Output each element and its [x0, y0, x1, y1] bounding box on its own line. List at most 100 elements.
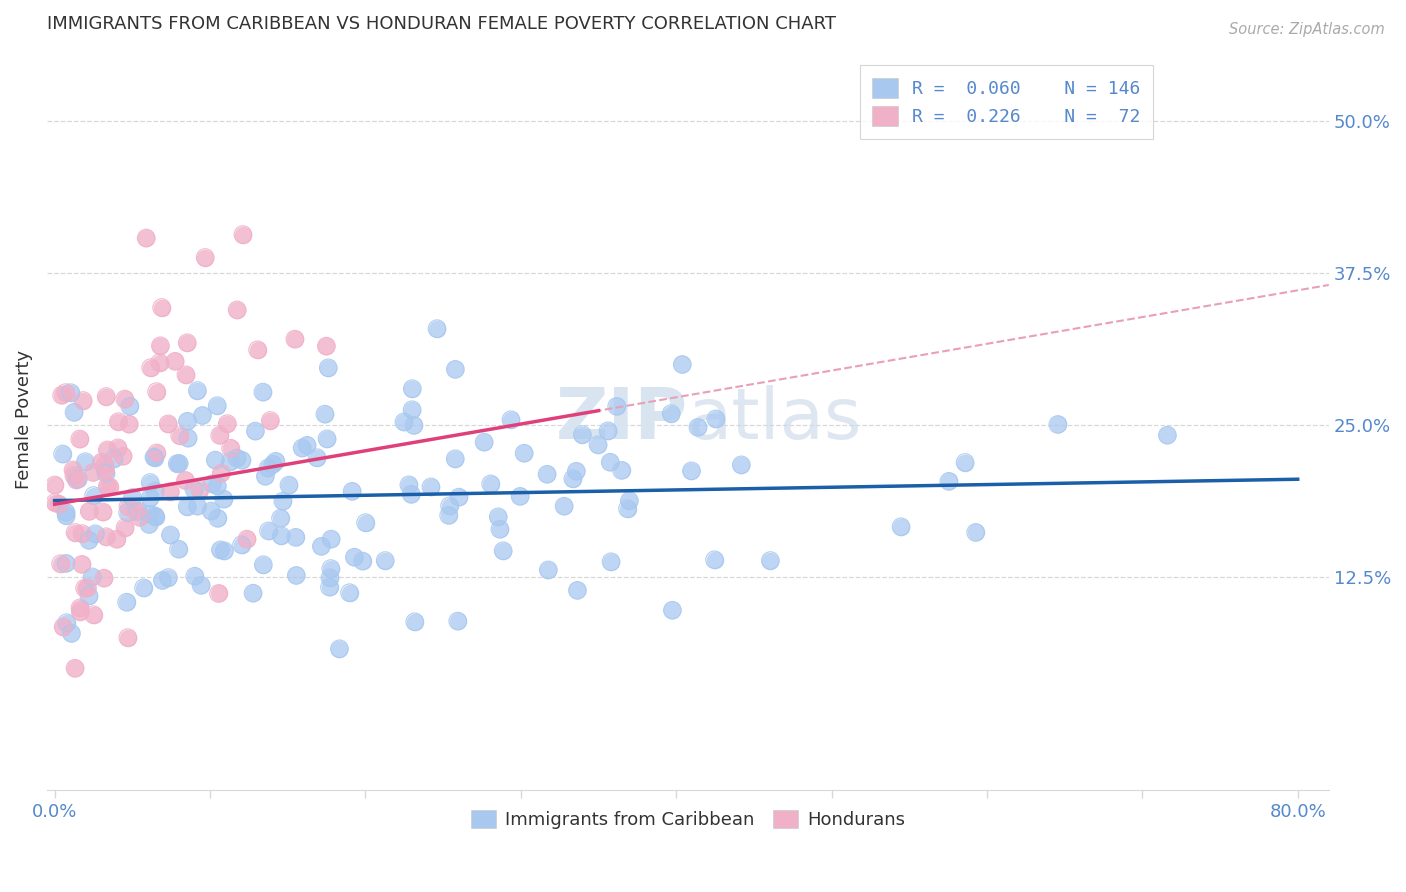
Point	[63, 468, 86, 483]
Point	[284, 332, 307, 346]
Point	[437, 508, 460, 523]
Point	[157, 570, 180, 584]
Point	[392, 415, 415, 429]
Point	[586, 438, 609, 452]
Point	[62, 463, 84, 477]
Point	[63, 405, 86, 419]
Point	[402, 418, 425, 433]
Point	[619, 493, 641, 508]
Point	[890, 520, 912, 534]
Point	[270, 511, 292, 525]
Point	[165, 354, 187, 368]
Point	[200, 504, 222, 518]
Point	[167, 542, 190, 557]
Point	[143, 484, 166, 499]
Point	[83, 607, 105, 622]
Point	[232, 227, 254, 242]
Point	[94, 466, 117, 480]
Point	[96, 390, 118, 404]
Point	[472, 435, 495, 450]
Point	[730, 458, 752, 472]
Point	[661, 603, 683, 617]
Point	[118, 417, 141, 432]
Point	[44, 478, 66, 492]
Point	[75, 455, 97, 469]
Point	[401, 487, 423, 501]
Point	[107, 441, 129, 455]
Point	[149, 339, 172, 353]
Point	[513, 446, 536, 460]
Point	[94, 463, 117, 477]
Point	[419, 480, 441, 494]
Point	[340, 484, 363, 499]
Point	[686, 420, 709, 434]
Point	[98, 480, 121, 494]
Point	[254, 469, 277, 483]
Point	[212, 491, 235, 506]
Point	[107, 415, 129, 429]
Point	[318, 580, 340, 594]
Point	[219, 454, 242, 468]
Point	[174, 474, 197, 488]
Point	[257, 524, 280, 538]
Point	[48, 497, 70, 511]
Point	[55, 557, 77, 571]
Point	[284, 530, 307, 544]
Point	[401, 382, 423, 396]
Point	[176, 500, 198, 514]
Point	[938, 475, 960, 489]
Point	[65, 473, 87, 487]
Point	[84, 526, 107, 541]
Point	[143, 508, 166, 523]
Point	[70, 558, 93, 572]
Point	[62, 463, 84, 477]
Point	[264, 454, 287, 468]
Point	[201, 476, 224, 491]
Point	[186, 384, 208, 398]
Point	[176, 335, 198, 350]
Point	[49, 557, 72, 571]
Point	[328, 641, 350, 656]
Point	[166, 457, 188, 471]
Point	[83, 489, 105, 503]
Point	[93, 571, 115, 585]
Point	[69, 605, 91, 619]
Point	[55, 508, 77, 523]
Point	[404, 615, 426, 629]
Point	[157, 570, 180, 584]
Point	[207, 586, 229, 600]
Point	[284, 530, 307, 544]
Point	[188, 483, 211, 497]
Point	[316, 432, 339, 446]
Point	[183, 483, 205, 497]
Point	[890, 520, 912, 534]
Point	[93, 571, 115, 585]
Point	[63, 405, 86, 419]
Point	[186, 499, 208, 513]
Point	[231, 538, 253, 552]
Point	[145, 510, 167, 524]
Point	[257, 461, 280, 475]
Point	[953, 456, 976, 470]
Point	[610, 463, 633, 477]
Point	[965, 525, 987, 540]
Point	[354, 516, 377, 530]
Point	[226, 451, 249, 466]
Point	[67, 472, 90, 486]
Point	[392, 415, 415, 429]
Point	[339, 585, 361, 599]
Point	[252, 558, 274, 572]
Point	[65, 473, 87, 487]
Point	[426, 321, 449, 335]
Point	[401, 487, 423, 501]
Point	[125, 504, 148, 518]
Point	[231, 538, 253, 552]
Point	[565, 464, 588, 478]
Point	[509, 489, 531, 503]
Point	[499, 413, 522, 427]
Point	[492, 543, 515, 558]
Point	[90, 455, 112, 469]
Point	[94, 458, 117, 472]
Point	[444, 451, 467, 466]
Point	[486, 509, 509, 524]
